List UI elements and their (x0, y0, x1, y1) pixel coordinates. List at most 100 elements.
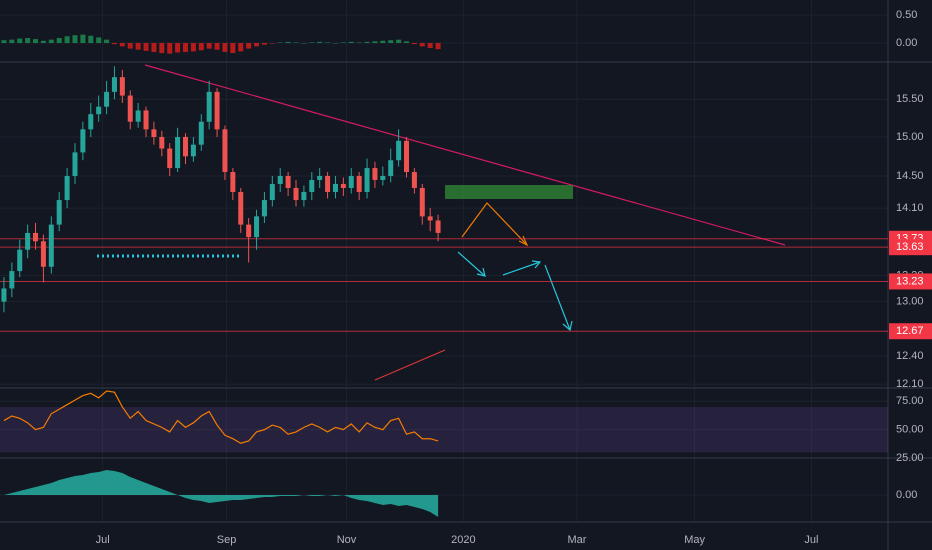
candle-body (246, 224, 252, 238)
candle-body (119, 77, 125, 96)
candle-body (175, 136, 181, 169)
axis-labels: Jul Sep Nov 2020 Mar May Jul 0.50 0.00 15.50 15.00… (96, 9, 932, 546)
oscillator-area (3, 470, 439, 517)
level-label-box (889, 239, 932, 256)
histogram-bar (285, 41, 291, 44)
y-tick-label: 0.00 (896, 37, 917, 49)
candle-body (380, 175, 386, 180)
candle-body (411, 172, 417, 188)
histogram-bar (143, 43, 149, 51)
histogram-bar (356, 42, 362, 44)
candle-body (190, 144, 196, 157)
data-marks (0, 34, 888, 517)
candle-body (33, 232, 39, 242)
histogram-bar (364, 41, 370, 44)
histogram-bar (340, 42, 346, 44)
y-tick-label: 0.50 (896, 9, 917, 21)
histogram-bar (1, 40, 7, 44)
histogram-bar (230, 43, 236, 54)
candle-body (419, 187, 425, 217)
y-tick-label: 12.10 (896, 378, 924, 390)
candle-body (269, 183, 275, 201)
projection-arrow (544, 264, 571, 331)
candle-body (309, 179, 315, 192)
histogram-bar (246, 43, 252, 49)
histogram-bar (111, 43, 117, 45)
candle-body (1, 288, 7, 302)
level-label: 13.63 (896, 241, 924, 253)
histogram-bar (25, 37, 31, 44)
candle-body (301, 191, 307, 201)
histogram-bar (151, 43, 157, 52)
histogram-bar (198, 43, 204, 51)
rsi-line (3, 390, 439, 444)
histogram-bar (261, 43, 267, 45)
histogram-bar (33, 39, 39, 44)
histogram-bar (348, 41, 354, 44)
candle-body (64, 175, 70, 201)
histogram-bar (96, 37, 102, 44)
candle-body (198, 121, 204, 145)
candle-body (135, 110, 141, 122)
rsi-band (0, 406, 888, 453)
histogram-bar (48, 39, 54, 44)
candle-body (214, 91, 220, 130)
histogram-bar (269, 43, 275, 44)
arrow-head (531, 260, 542, 269)
candle-body (285, 175, 291, 188)
level-label: 12.67 (896, 325, 924, 337)
candle-body (127, 95, 133, 122)
y-tick-label: 75.00 (896, 395, 924, 407)
x-tick-label: Jul (804, 534, 818, 546)
candle-body (230, 172, 236, 192)
y-tick-label: 14.10 (896, 202, 924, 214)
histogram-bar (64, 36, 70, 44)
histogram-bar (238, 43, 244, 52)
candle-body (96, 106, 102, 115)
candle-body (182, 136, 188, 157)
candle-body (56, 200, 62, 225)
histogram-bar (206, 43, 212, 49)
histogram-bar (396, 39, 402, 44)
histogram-bar (88, 35, 94, 44)
projection-arrow (502, 261, 541, 276)
candle-body (111, 77, 117, 92)
level-label-box (889, 323, 932, 340)
candle-body (435, 220, 441, 233)
candle-body (356, 175, 362, 192)
y-tick-label: 14.50 (896, 170, 924, 182)
histogram-bar (72, 35, 78, 44)
histogram-bar (309, 42, 315, 44)
volume-trend (374, 349, 446, 381)
histogram-bar (435, 43, 441, 50)
histogram-bar (104, 39, 110, 44)
histogram-bar (9, 39, 15, 44)
x-tick-label: Mar (568, 534, 587, 546)
candle-body (25, 232, 31, 250)
candle-body (388, 160, 394, 176)
histogram-bar (254, 43, 260, 47)
target-zone (445, 185, 573, 199)
candle-body (72, 152, 78, 176)
level-label-box (889, 273, 932, 290)
candle-body (372, 168, 378, 180)
candle-body (325, 175, 331, 192)
x-tick-label: Nov (337, 534, 357, 546)
histogram-bar (388, 40, 394, 44)
candle-body (340, 183, 346, 188)
candle-body (404, 140, 410, 173)
histogram-bar (301, 43, 307, 44)
x-tick-label: 2020 (451, 534, 475, 546)
candle-body (277, 175, 283, 184)
histogram-bar (17, 38, 23, 44)
histogram-bar (380, 40, 386, 44)
histogram-bar (119, 43, 125, 47)
histogram-bar (135, 43, 141, 50)
candle-body (151, 129, 157, 137)
candle-body (427, 216, 433, 221)
candle-body (104, 91, 110, 107)
candle-body (261, 200, 267, 217)
histogram-bar (222, 43, 228, 52)
histogram-bar (372, 41, 378, 44)
